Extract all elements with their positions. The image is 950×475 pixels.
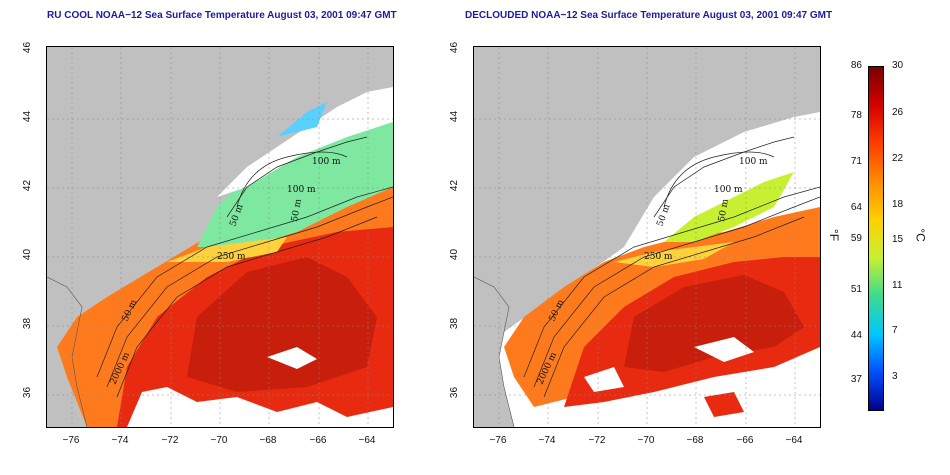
y-tick: 36 <box>449 386 461 399</box>
x-tick: −72 <box>588 435 606 446</box>
ocean-eddy <box>624 275 804 372</box>
no-data-patch <box>584 367 624 392</box>
colorbar-unit-c: °C <box>913 228 928 242</box>
y-tick: 44 <box>449 110 461 123</box>
bathymetry-contours <box>523 136 820 398</box>
contour-label: 100 m <box>312 157 341 167</box>
contour-label: 100 m <box>714 185 743 195</box>
contour-label: 250 m <box>644 252 673 262</box>
right-map: 100 m 100 m 50 m 50 m 250 m 50 m 2000 m <box>474 47 820 427</box>
temperature-colorbar <box>868 66 884 411</box>
y-tick: 46 <box>449 41 461 54</box>
cool-patch <box>277 102 327 137</box>
x-tick: −76 <box>489 435 507 446</box>
cloud-south <box>127 387 393 427</box>
bathymetry-contours <box>96 136 393 398</box>
y-tick: 36 <box>22 386 34 399</box>
colorbar-f-tick: 44 <box>850 330 862 341</box>
contour-label: 100 m <box>287 185 316 195</box>
x-tick: −70 <box>210 435 228 446</box>
x-tick: −74 <box>111 435 129 446</box>
coastline <box>474 276 515 427</box>
colorbar-unit-f: °F <box>827 228 842 242</box>
right-panel-title: DECLOUDED NOAA−12 Sea Surface Temperatur… <box>465 10 833 21</box>
y-tick: 42 <box>449 179 461 192</box>
x-tick: −66 <box>309 435 327 446</box>
colorbar-f-tick: 37 <box>850 374 862 385</box>
cloud-patch <box>267 347 317 369</box>
x-tick: −64 <box>358 435 376 446</box>
y-tick: 44 <box>22 110 34 123</box>
x-tick: −68 <box>259 435 277 446</box>
shelf-mid <box>614 242 734 267</box>
colorbar-f-tick: 78 <box>850 110 862 121</box>
x-tick: −68 <box>686 435 704 446</box>
cloud-north <box>217 87 393 197</box>
shelf-cool <box>664 172 794 242</box>
ocean-eddy <box>187 257 377 392</box>
colorbar-f-tick: 51 <box>850 284 862 295</box>
colorbar-f-tick: 64 <box>850 202 862 213</box>
colorbar-c-tick: 3 <box>892 371 898 382</box>
colorbar-c-tick: 11 <box>892 280 903 291</box>
shelf-mid <box>167 237 287 262</box>
x-tick: −70 <box>637 435 655 446</box>
colorbar-f-tick: 86 <box>850 60 862 71</box>
right-map-panel: 100 m 100 m 50 m 50 m 250 m 50 m 2000 m <box>473 46 821 428</box>
contour-label: 250 m <box>217 252 246 262</box>
no-data-patch <box>694 337 754 362</box>
left-map-panel: 100 m 100 m 50 m 50 m 250 m 50 m 2000 m <box>46 46 394 428</box>
x-tick: −76 <box>62 435 80 446</box>
left-panel-title: RU COOL NOAA−12 Sea Surface Temperature … <box>47 10 397 21</box>
x-tick: −72 <box>161 435 179 446</box>
grid <box>474 47 820 427</box>
colorbar-f-tick: 59 <box>850 233 862 244</box>
shelf-cool <box>197 122 393 247</box>
x-tick: −66 <box>736 435 754 446</box>
contour-label: 50 m <box>717 198 731 223</box>
y-tick: 38 <box>22 317 34 330</box>
colorbar-c-tick: 7 <box>892 325 898 336</box>
coastline <box>47 276 88 427</box>
y-tick: 38 <box>449 317 461 330</box>
contour-label: 100 m <box>739 157 768 167</box>
x-tick: −64 <box>785 435 803 446</box>
colorbar-c-tick: 30 <box>892 60 904 71</box>
left-map: 100 m 100 m 50 m 50 m 250 m 50 m 2000 m <box>47 47 393 427</box>
y-tick: 40 <box>449 248 461 261</box>
grid <box>47 47 393 427</box>
colorbar-c-tick: 22 <box>892 153 904 164</box>
y-tick: 40 <box>22 248 34 261</box>
colorbar-c-tick: 18 <box>892 199 904 210</box>
colorbar-c-tick: 15 <box>892 234 904 245</box>
colorbar-f-tick: 71 <box>850 156 862 167</box>
y-tick: 46 <box>22 41 34 54</box>
y-tick: 42 <box>22 179 34 192</box>
contour-label: 50 m <box>290 198 304 223</box>
ocean-warm-fragment <box>704 392 744 417</box>
x-tick: −74 <box>538 435 556 446</box>
colorbar-c-tick: 26 <box>892 107 904 118</box>
